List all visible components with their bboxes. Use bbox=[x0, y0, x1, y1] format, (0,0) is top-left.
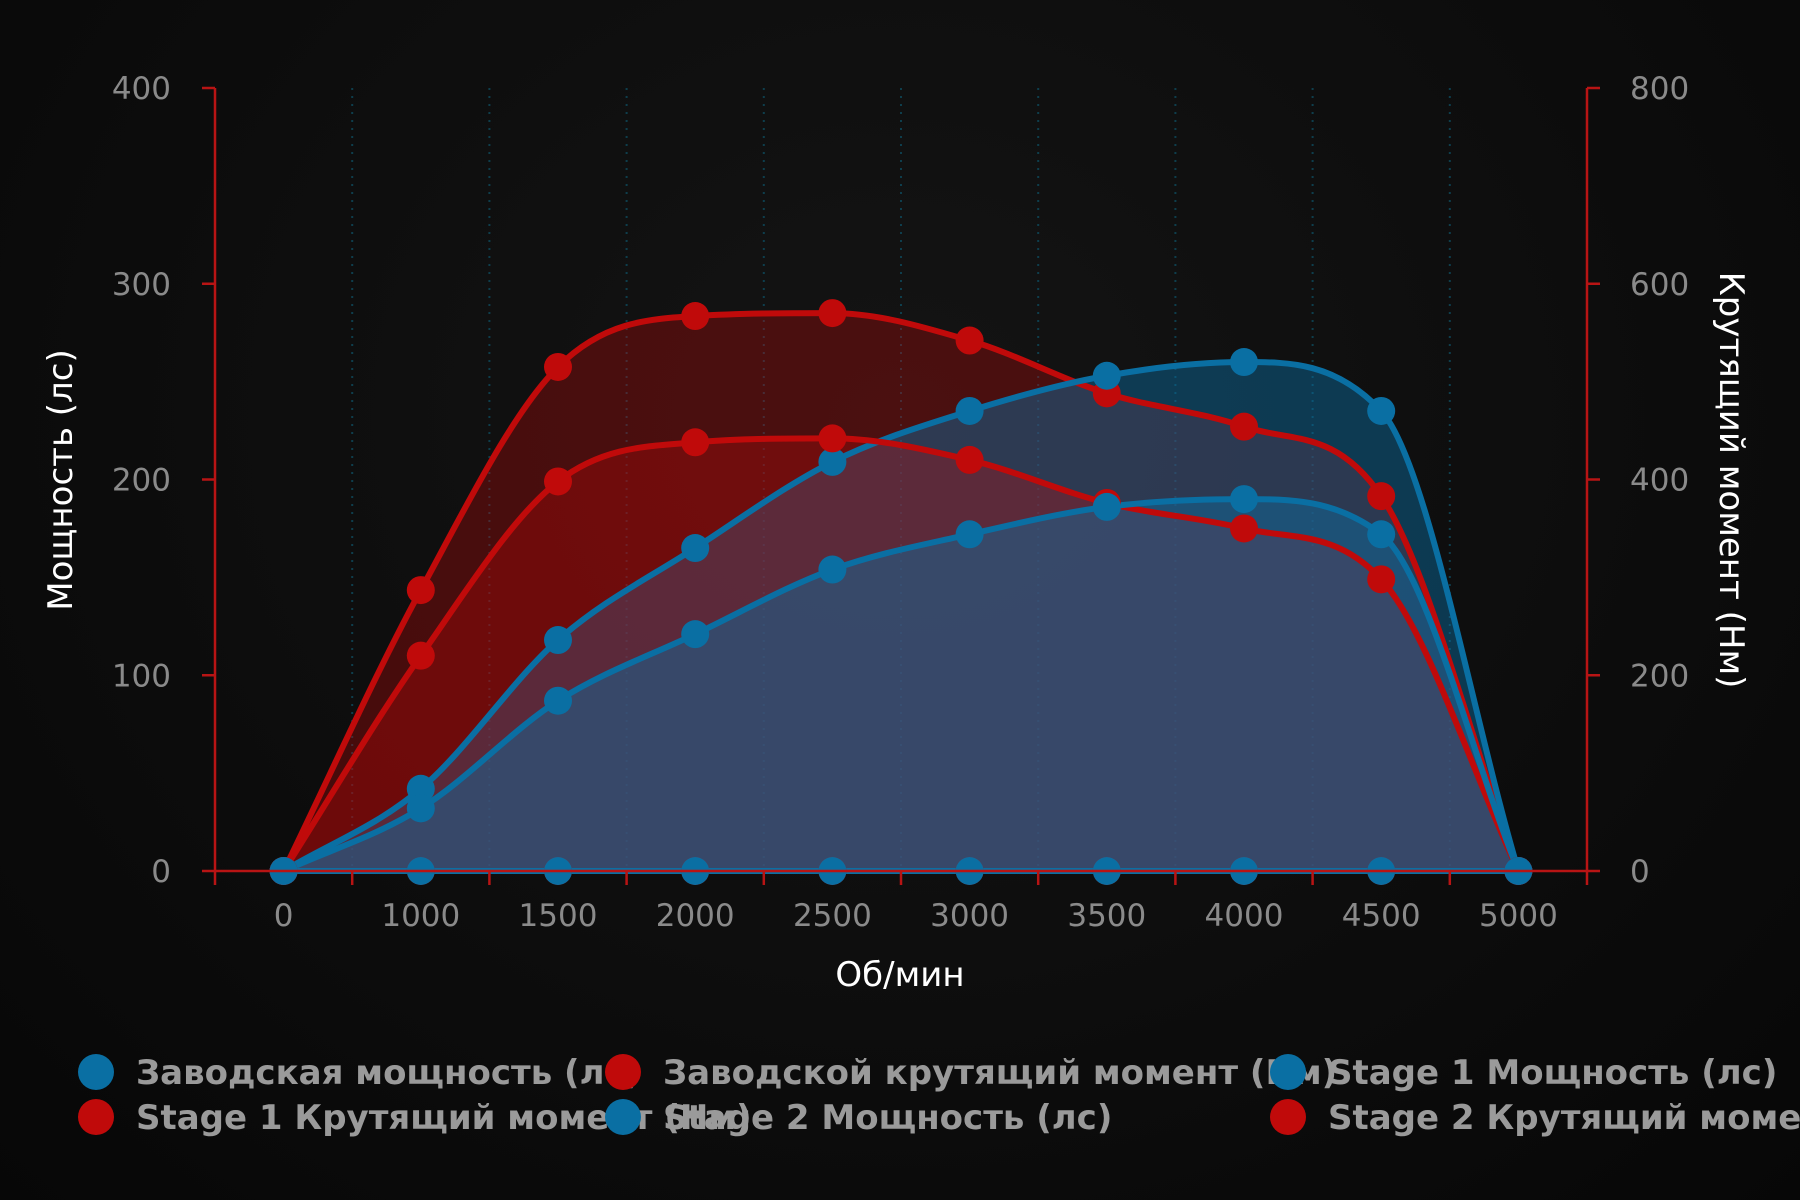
legend-marker bbox=[1270, 1054, 1306, 1090]
legend-marker bbox=[1270, 1099, 1306, 1135]
y-tick-left-label: 400 bbox=[112, 71, 171, 107]
data-point bbox=[681, 620, 710, 649]
series-area bbox=[283, 438, 1519, 871]
data-point bbox=[1367, 565, 1396, 594]
data-point bbox=[406, 774, 435, 803]
data-point bbox=[406, 576, 435, 605]
x-tick-label: 4500 bbox=[1342, 898, 1421, 934]
data-point bbox=[1230, 514, 1258, 543]
y-tick-right-label: 400 bbox=[1630, 463, 1689, 499]
x-tick-label: 5000 bbox=[1479, 898, 1558, 934]
data-point bbox=[1230, 412, 1258, 441]
area-layer bbox=[283, 313, 1519, 871]
data-point bbox=[544, 352, 572, 381]
data-point bbox=[681, 428, 710, 457]
legend-label: Stage 1 Крутящий момент (Нм) bbox=[136, 1098, 752, 1138]
data-point bbox=[1230, 485, 1258, 514]
series-area bbox=[283, 313, 1519, 871]
data-point bbox=[1092, 492, 1121, 521]
series-area bbox=[283, 362, 1519, 871]
x-tick-label: 1500 bbox=[519, 898, 598, 934]
legend-label: Заводской крутящий момент (Нм) bbox=[663, 1053, 1337, 1093]
y-tick-right-label: 200 bbox=[1630, 658, 1689, 694]
data-point bbox=[681, 534, 710, 563]
data-point bbox=[818, 555, 847, 584]
y-tick-right-label: 800 bbox=[1630, 71, 1689, 107]
data-point bbox=[818, 424, 847, 453]
data-point bbox=[544, 626, 572, 655]
x-tick-label: 2000 bbox=[656, 898, 735, 934]
x-axis-title: Об/мин bbox=[835, 955, 964, 995]
data-point bbox=[955, 396, 984, 425]
y-tick-left-label: 0 bbox=[151, 854, 171, 890]
y-axis-right-title: Крутящий момент (Нм) bbox=[1711, 272, 1751, 689]
legend-marker bbox=[78, 1099, 114, 1135]
legend-label: Stage 1 Мощность (лс) bbox=[1328, 1053, 1777, 1093]
data-point bbox=[818, 299, 847, 328]
data-point bbox=[1367, 520, 1396, 549]
y-tick-left-label: 100 bbox=[112, 658, 171, 694]
legend-marker bbox=[605, 1054, 641, 1090]
x-tick-label: 1000 bbox=[381, 898, 460, 934]
data-point bbox=[406, 641, 435, 670]
x-tick-label: 4000 bbox=[1205, 898, 1284, 934]
x-tick-label: 0 bbox=[274, 898, 294, 934]
legend-marker bbox=[605, 1099, 641, 1135]
data-point bbox=[955, 520, 984, 549]
data-point bbox=[1230, 348, 1258, 377]
data-point bbox=[955, 326, 984, 355]
y-tick-right-label: 600 bbox=[1630, 267, 1689, 303]
data-point bbox=[544, 467, 572, 496]
x-tick-label: 3500 bbox=[1067, 898, 1146, 934]
data-point bbox=[1367, 482, 1396, 511]
data-point bbox=[955, 445, 984, 474]
legend-label: Заводская мощность (лс) bbox=[136, 1053, 640, 1093]
x-tick-label: 3000 bbox=[930, 898, 1009, 934]
legend: Заводская мощность (лс) Заводской крутящи… bbox=[78, 1053, 1800, 1138]
series-area bbox=[283, 499, 1519, 871]
legend-label: Stage 2 Мощность (лс) bbox=[663, 1098, 1112, 1138]
point-layer bbox=[269, 299, 1533, 885]
axis-layer: 0 1000 1500 2000 2500 3000 3500 4000 4500 5000010… bbox=[112, 71, 1689, 934]
data-point bbox=[1092, 361, 1121, 390]
y-tick-right-label: 0 bbox=[1630, 854, 1650, 890]
legend-label: Stage 2 Крутящий момент (Нм) bbox=[1328, 1098, 1800, 1138]
data-point bbox=[1367, 396, 1396, 425]
y-tick-left-label: 200 bbox=[112, 463, 171, 499]
data-point bbox=[544, 686, 572, 715]
data-point bbox=[406, 794, 435, 823]
series-line bbox=[280, 310, 1522, 874]
x-tick-label: 2500 bbox=[793, 898, 872, 934]
series-line bbox=[280, 435, 1522, 874]
y-axis-left-title: Мощность (лс) bbox=[41, 349, 81, 611]
data-point bbox=[818, 447, 847, 476]
legend-marker bbox=[78, 1054, 114, 1090]
data-point bbox=[681, 302, 710, 331]
y-tick-left-label: 300 bbox=[112, 267, 171, 303]
